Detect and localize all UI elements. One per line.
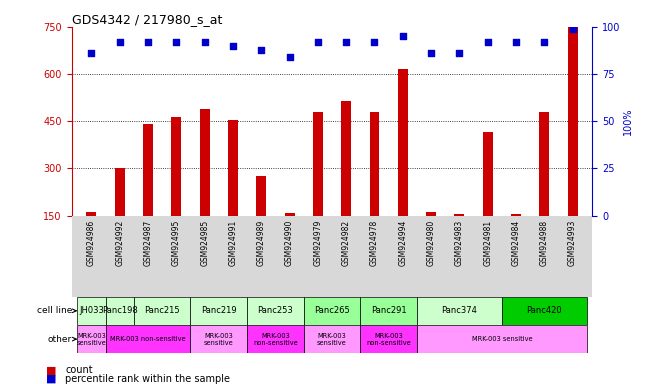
Text: GDS4342 / 217980_s_at: GDS4342 / 217980_s_at <box>72 13 222 26</box>
Text: GSM924983: GSM924983 <box>455 220 464 266</box>
Point <box>228 43 238 49</box>
Bar <box>417 325 587 353</box>
Text: cell line: cell line <box>37 306 76 315</box>
Text: MRK-003
non-sensitive: MRK-003 non-sensitive <box>253 333 298 346</box>
Text: GSM924984: GSM924984 <box>512 220 521 266</box>
Text: ■: ■ <box>46 365 56 375</box>
Text: GSM924980: GSM924980 <box>426 220 436 266</box>
Text: GSM924993: GSM924993 <box>568 220 577 266</box>
Point <box>539 39 549 45</box>
Text: other: other <box>48 334 76 344</box>
Point <box>426 50 436 56</box>
Bar <box>143 124 153 263</box>
Text: ■: ■ <box>46 374 56 384</box>
Text: GSM924985: GSM924985 <box>200 220 209 266</box>
Text: GSM924992: GSM924992 <box>115 220 124 266</box>
Text: Panc219: Panc219 <box>201 306 236 315</box>
Text: GSM924981: GSM924981 <box>483 220 492 266</box>
Text: Panc198: Panc198 <box>102 306 137 315</box>
Bar <box>304 325 360 353</box>
Point <box>199 39 210 45</box>
Point <box>398 33 408 40</box>
Bar <box>539 112 549 263</box>
Point <box>369 39 380 45</box>
Text: GSM924986: GSM924986 <box>87 220 96 266</box>
Bar <box>341 101 351 263</box>
Text: GSM924978: GSM924978 <box>370 220 379 266</box>
Text: GSM924982: GSM924982 <box>342 220 351 266</box>
Text: GSM924994: GSM924994 <box>398 220 408 266</box>
Text: Panc420: Panc420 <box>527 306 562 315</box>
Bar <box>228 120 238 263</box>
Point <box>511 39 521 45</box>
Text: GSM924979: GSM924979 <box>313 220 322 266</box>
Text: GSM924995: GSM924995 <box>172 220 181 266</box>
Text: GSM924988: GSM924988 <box>540 220 549 266</box>
Bar <box>511 214 521 263</box>
Bar <box>171 117 181 263</box>
Bar <box>483 132 493 263</box>
Bar <box>370 112 380 263</box>
Point <box>482 39 493 45</box>
Point <box>284 54 295 60</box>
Bar <box>360 296 417 325</box>
Point <box>568 26 578 32</box>
Text: MRK-003 sensitive: MRK-003 sensitive <box>471 336 532 342</box>
Text: MRK-003
sensitive: MRK-003 sensitive <box>77 333 106 346</box>
Bar <box>256 176 266 263</box>
Text: MRK-003
sensitive: MRK-003 sensitive <box>317 333 347 346</box>
Bar <box>115 169 125 263</box>
Point <box>86 50 96 56</box>
Text: Panc291: Panc291 <box>371 306 406 315</box>
Text: MRK-003
non-sensitive: MRK-003 non-sensitive <box>367 333 411 346</box>
Text: count: count <box>65 365 92 375</box>
Point <box>454 50 465 56</box>
Bar <box>360 325 417 353</box>
Text: Panc265: Panc265 <box>314 306 350 315</box>
Bar <box>502 296 587 325</box>
Bar <box>304 296 360 325</box>
Bar <box>426 212 436 263</box>
Bar <box>417 296 502 325</box>
Bar <box>247 325 304 353</box>
Bar <box>191 296 247 325</box>
Bar <box>105 325 191 353</box>
Text: GSM924990: GSM924990 <box>285 220 294 266</box>
Text: percentile rank within the sample: percentile rank within the sample <box>65 374 230 384</box>
Point <box>115 39 125 45</box>
Bar <box>105 296 134 325</box>
Y-axis label: 100%: 100% <box>623 108 633 135</box>
Bar <box>568 27 577 263</box>
Point <box>256 46 266 53</box>
Text: GSM924991: GSM924991 <box>229 220 238 266</box>
Bar <box>313 112 323 263</box>
Bar <box>200 109 210 263</box>
Bar <box>284 213 294 263</box>
Text: Panc374: Panc374 <box>441 306 477 315</box>
Bar <box>398 70 408 263</box>
Point <box>171 39 182 45</box>
Point <box>312 39 323 45</box>
Bar <box>134 296 191 325</box>
Bar <box>454 214 464 263</box>
Text: Panc215: Panc215 <box>145 306 180 315</box>
Bar <box>77 325 105 353</box>
Text: MRK-003
sensitive: MRK-003 sensitive <box>204 333 234 346</box>
Bar <box>77 296 105 325</box>
Text: Panc253: Panc253 <box>258 306 294 315</box>
Text: GSM924987: GSM924987 <box>143 220 152 266</box>
Text: GSM924989: GSM924989 <box>256 220 266 266</box>
Bar <box>87 212 96 263</box>
Bar <box>191 325 247 353</box>
Text: JH033: JH033 <box>79 306 104 315</box>
Point <box>143 39 153 45</box>
Text: MRK-003 non-sensitive: MRK-003 non-sensitive <box>110 336 186 342</box>
Point <box>341 39 352 45</box>
Bar <box>247 296 304 325</box>
